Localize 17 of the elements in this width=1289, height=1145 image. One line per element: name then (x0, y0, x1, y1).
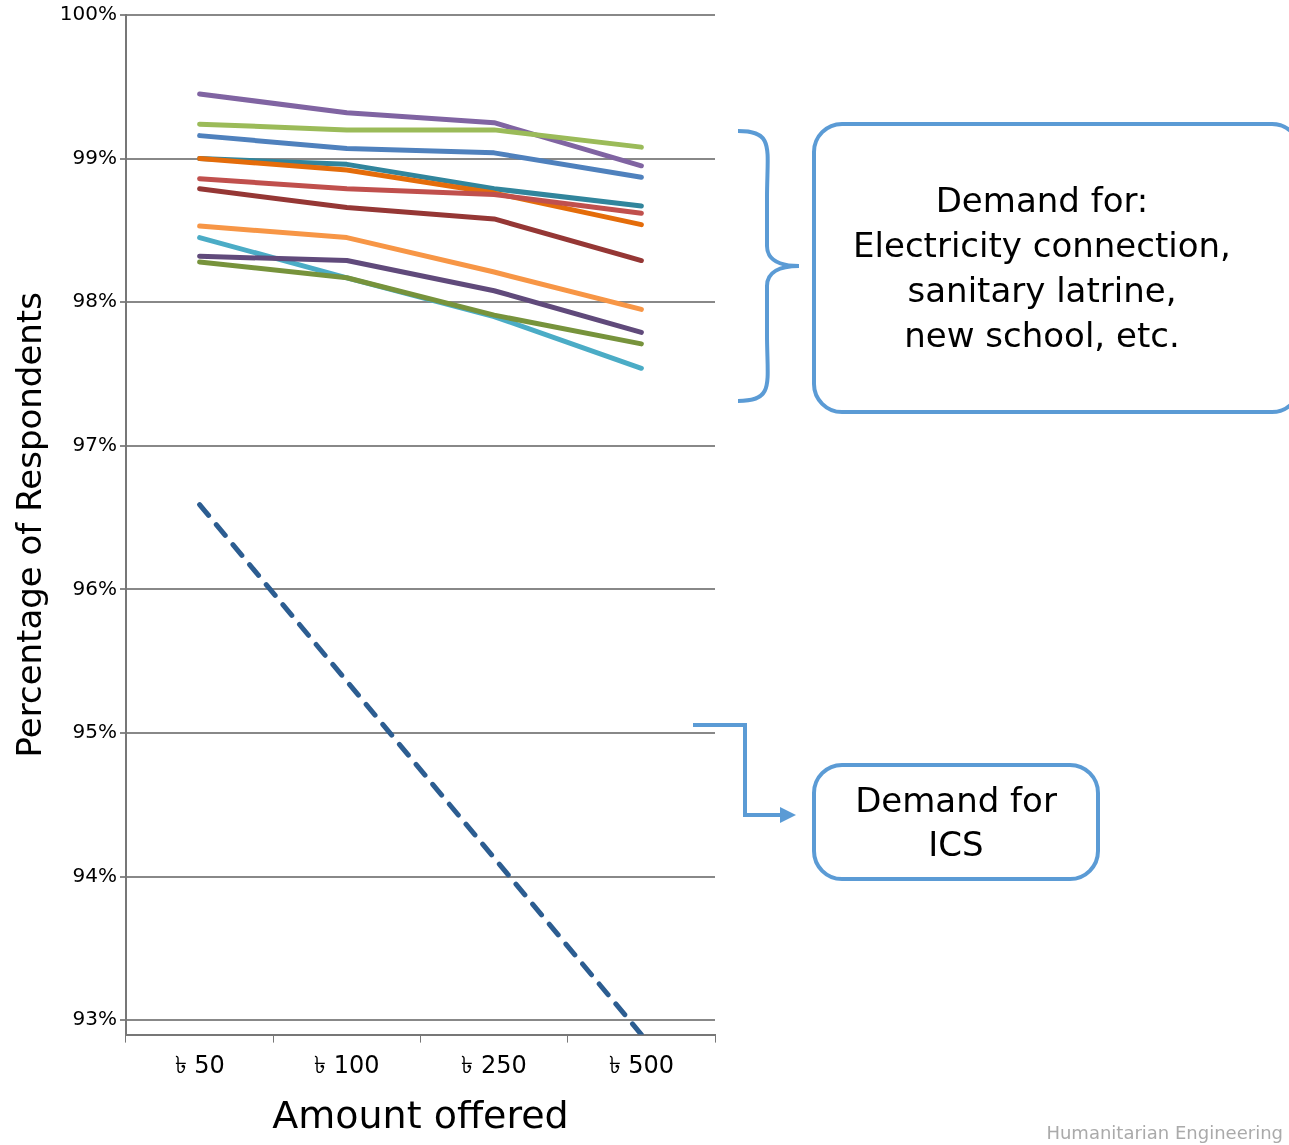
text: Humanitarian Engineering (1046, 1122, 1283, 1143)
y-tick-label: 94% (72, 862, 117, 887)
y-tick-label: 93% (72, 1006, 117, 1031)
x-tick-label: ৳ 500 (608, 1051, 675, 1080)
y-tick-label: 100% (59, 1, 117, 26)
y-tick-label: 96% (72, 575, 117, 600)
x-axis-title: Amount offered (272, 1093, 569, 1138)
y-tick-label: 99% (72, 144, 117, 169)
x-tick-label: ৳ 100 (314, 1051, 380, 1080)
x-tick-label: ৳ 250 (461, 1051, 527, 1080)
y-axis-title: Percentage of Respondents (9, 292, 50, 758)
y-tick-label: 98% (72, 288, 117, 313)
y-tick-label: 95% (72, 719, 117, 744)
y-tick-label: 97% (72, 432, 117, 457)
text: Demand for ICS (812, 763, 1100, 881)
text: Demand for: Electricity connection, sanitary latrine, new school, etc. (812, 122, 1289, 414)
x-tick-label: ৳ 50 (174, 1051, 225, 1080)
